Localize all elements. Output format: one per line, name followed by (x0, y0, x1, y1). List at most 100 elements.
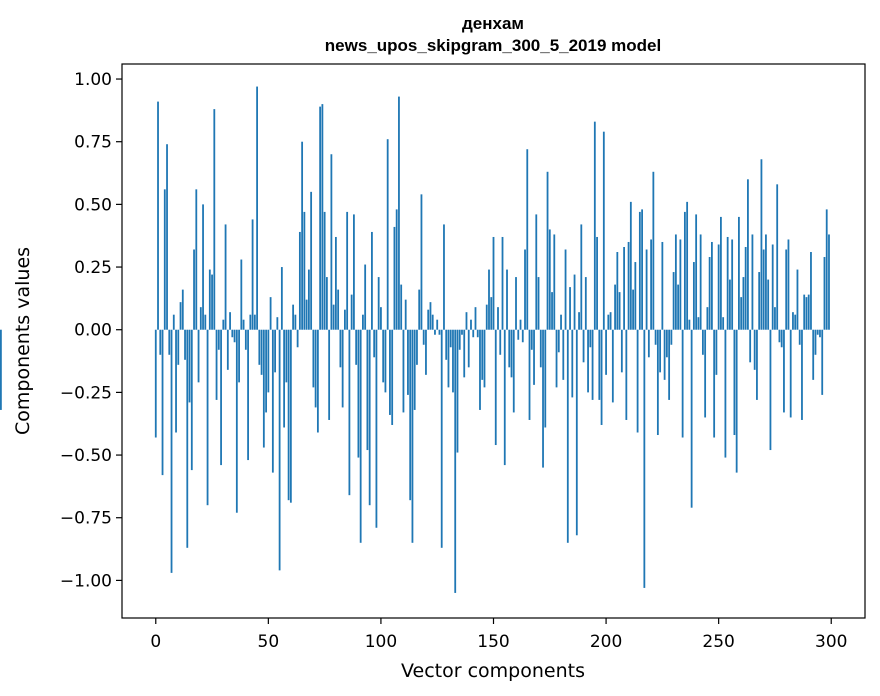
bar (580, 224, 583, 330)
bar (578, 312, 580, 330)
bar (170, 329, 173, 573)
bar (564, 249, 567, 330)
bar (258, 329, 261, 365)
bar (443, 224, 445, 330)
bar (409, 329, 412, 501)
bar (262, 329, 265, 448)
y-tick-label: −0.75 (60, 509, 112, 529)
bar (519, 319, 522, 330)
bar (542, 329, 544, 468)
bar (677, 284, 680, 330)
bar (314, 329, 317, 408)
bar (530, 329, 533, 350)
bar (190, 329, 193, 471)
bar (175, 329, 177, 433)
bar (476, 329, 479, 338)
bar (220, 329, 222, 466)
bar (722, 317, 725, 330)
bar (341, 329, 344, 408)
bar (735, 329, 738, 473)
bar (411, 329, 414, 543)
bar (427, 309, 430, 330)
bar (524, 249, 526, 330)
bar (562, 329, 565, 380)
bar (350, 294, 353, 330)
bar (294, 314, 297, 330)
bar (193, 249, 195, 330)
bar (600, 329, 603, 425)
bar (301, 141, 304, 330)
bar (172, 314, 175, 330)
bar (690, 329, 693, 508)
bar (233, 329, 236, 343)
bar (386, 139, 389, 330)
bar (656, 329, 659, 436)
bar (267, 329, 270, 393)
bar (296, 329, 299, 348)
bar (789, 329, 792, 418)
y-tick-label: −0.25 (60, 383, 112, 403)
bar (744, 247, 747, 330)
bar (339, 329, 342, 368)
bar (828, 234, 830, 330)
bar (488, 269, 490, 330)
bar (344, 309, 346, 330)
bar (706, 307, 709, 330)
bar (393, 226, 396, 330)
bar (208, 269, 211, 330)
bar (573, 274, 576, 330)
bar (323, 211, 326, 330)
y-tick-label: 0.25 (74, 258, 112, 278)
bar (168, 329, 171, 355)
bar (720, 216, 722, 330)
bar (812, 329, 815, 380)
bar (166, 144, 168, 330)
bar (260, 329, 263, 375)
bar (609, 312, 612, 330)
bar (582, 329, 585, 363)
bar (665, 329, 668, 358)
bar (373, 329, 376, 358)
bar (738, 216, 740, 330)
y-tick-label: −0.50 (60, 446, 112, 466)
bar (197, 329, 200, 383)
bar (816, 329, 819, 335)
bar (695, 214, 698, 330)
bar (555, 329, 558, 388)
bar (627, 241, 630, 330)
bar (645, 249, 648, 330)
bar (445, 329, 448, 360)
bar (569, 287, 571, 330)
bar (623, 247, 625, 330)
bar (787, 239, 790, 330)
bar (650, 239, 653, 330)
bar (726, 236, 729, 330)
bar (762, 249, 765, 330)
bar (708, 257, 711, 330)
bar (431, 314, 434, 330)
bar (566, 329, 569, 543)
bar (362, 314, 364, 330)
bar (247, 329, 249, 461)
bar (697, 317, 700, 330)
bar (699, 234, 702, 330)
bar (598, 329, 601, 400)
bar (769, 329, 772, 451)
x-tick-label: 300 (815, 632, 847, 652)
bar (188, 329, 191, 403)
bar (355, 329, 358, 365)
bar (629, 201, 632, 330)
bar (348, 329, 351, 496)
bar (771, 244, 774, 330)
bar (283, 329, 286, 428)
bar (251, 219, 254, 330)
bar (724, 329, 727, 458)
bar (271, 329, 274, 473)
bar (674, 234, 677, 330)
bar (211, 274, 213, 330)
bar (213, 109, 216, 330)
bar (434, 329, 436, 335)
bar (346, 211, 349, 330)
bar (778, 329, 781, 343)
